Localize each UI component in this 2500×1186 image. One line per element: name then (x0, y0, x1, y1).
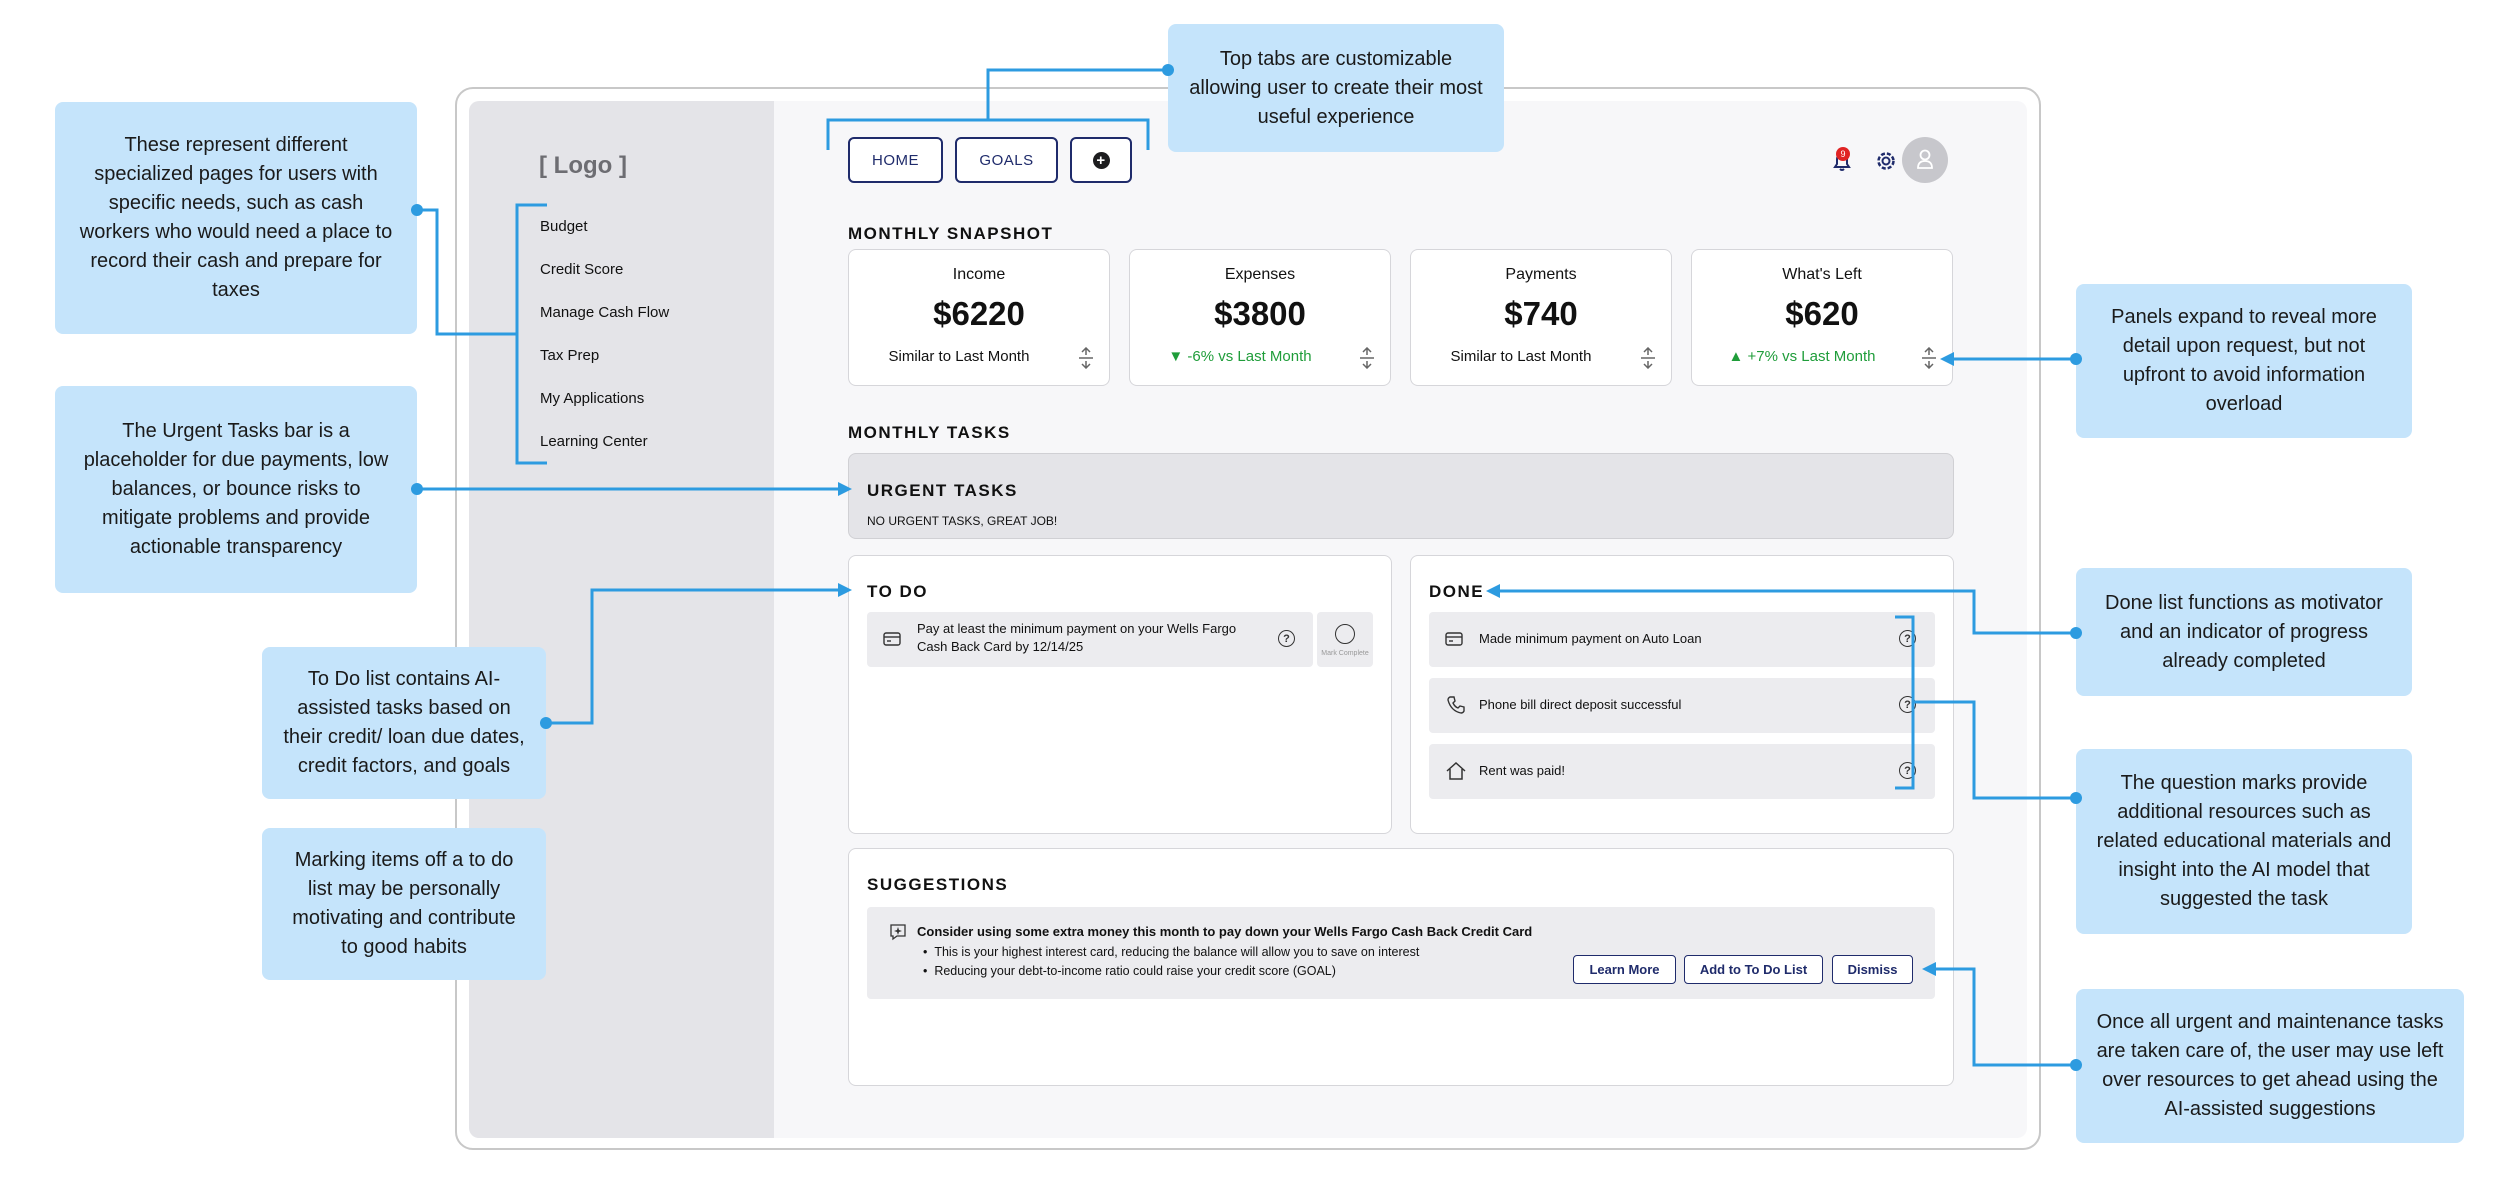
checkbox-circle-icon (1335, 624, 1355, 644)
callout-suggest: Once all urgent and maintenance tasks ar… (2076, 989, 2464, 1143)
callout-done: Done list functions as motivator and an … (2076, 568, 2412, 696)
card-label: Expenses (1224, 266, 1296, 283)
card-value: $3800 (1214, 295, 1306, 332)
sidebar-item-credit-score[interactable]: Credit Score (540, 261, 624, 278)
plus-icon: + (1092, 151, 1110, 169)
card-value: $740 (1504, 295, 1578, 332)
help-icon[interactable]: ? (1899, 696, 1916, 713)
done-item-text: Rent was paid! (1479, 763, 1565, 778)
urgent-title: URGENT TASKS (867, 481, 1018, 500)
callout-marking: Marking items off a to do list may be pe… (262, 828, 546, 980)
callout-urgent: The Urgent Tasks bar is a placeholder fo… (55, 386, 417, 593)
mark-complete-label: Mark Complete (1321, 650, 1369, 657)
done-item: Made minimum payment on Auto Loan ? (1429, 612, 1935, 667)
callout-qmarks: The question marks provide additional re… (2076, 749, 2412, 934)
learn-more-button[interactable]: Learn More (1573, 955, 1676, 984)
phone-icon (1447, 696, 1465, 714)
add-to-todo-button[interactable]: Add to To Do List (1684, 955, 1823, 984)
add-tab-button[interactable]: + (1070, 137, 1132, 183)
sidebar-item-manage-cash-flow[interactable]: Manage Cash Flow (540, 304, 670, 321)
card-note: Similar to Last Month (888, 348, 1030, 365)
done-item-text: Made minimum payment on Auto Loan (1479, 631, 1702, 646)
help-icon[interactable]: ? (1278, 630, 1295, 647)
card-value: $6220 (933, 295, 1025, 332)
todo-item[interactable]: Pay at least the minimum payment on your… (867, 612, 1313, 667)
card-label: What's Left (1782, 266, 1862, 283)
card-icon (1445, 632, 1463, 646)
todo-title: TO DO (867, 582, 929, 601)
suggestion-bullet-text: This is your highest interest card, redu… (934, 945, 1420, 959)
todo-panel: TO DO Pay at least the minimum payment o… (848, 555, 1392, 834)
sidebar-item-my-applications[interactable]: My Applications (540, 390, 645, 407)
sidebar-item-budget[interactable]: Budget (540, 218, 588, 235)
suggestion-headline: Consider using some extra money this mon… (917, 924, 1533, 939)
expand-icon[interactable] (1639, 347, 1657, 369)
done-item: Rent was paid! ? (1429, 744, 1935, 799)
done-panel: DONE Made minimum payment on Auto Loan ?… (1410, 555, 1954, 834)
callout-sidebar: These represent different specialized pa… (55, 102, 417, 334)
card-icon (883, 632, 901, 646)
card-label: Payments (1505, 266, 1577, 283)
callout-panels: Panels expand to reveal more detail upon… (2076, 284, 2412, 438)
whats-left-card[interactable]: What's Left $620 ▲ +7% vs Last Month (1691, 249, 1953, 386)
help-icon[interactable]: ? (1899, 762, 1916, 779)
expand-icon[interactable] (1358, 347, 1376, 369)
tab-goals[interactable]: GOALS (955, 137, 1058, 183)
income-card[interactable]: Income $6220 Similar to Last Month (848, 249, 1110, 386)
card-value: $620 (1785, 295, 1859, 332)
tab-home[interactable]: HOME (848, 137, 943, 183)
snapshot-title: MONTHLY SNAPSHOT (848, 224, 1054, 243)
suggestion-bullet-text: Reducing your debt-to-income ratio could… (934, 964, 1336, 978)
done-item: Phone bill direct deposit successful ? (1429, 678, 1935, 733)
card-note: ▼ -6% vs Last Month (1168, 348, 1312, 365)
dismiss-button[interactable]: Dismiss (1832, 955, 1913, 984)
expand-icon[interactable] (1920, 347, 1938, 369)
card-note: Similar to Last Month (1450, 348, 1592, 365)
suggestion-bullet: • Reducing your debt-to-income ratio cou… (923, 964, 1336, 978)
user-icon (1917, 149, 1933, 169)
avatar[interactable] (1902, 137, 1948, 183)
card-note: ▲ +7% vs Last Month (1728, 348, 1876, 365)
card-label: Income (952, 266, 1006, 283)
tasks-title: MONTHLY TASKS (848, 423, 1011, 442)
notification-badge: 9 (1836, 147, 1850, 161)
house-icon (1446, 761, 1466, 780)
expand-icon[interactable] (1077, 347, 1095, 369)
logo: [ Logo ] (539, 152, 627, 179)
callout-todo: To Do list contains AI-assisted tasks ba… (262, 647, 546, 799)
suggestions-panel: SUGGESTIONS Consider using some extra mo… (848, 848, 1954, 1086)
ai-sparkle-icon (890, 924, 906, 941)
gear-icon[interactable] (1875, 150, 1897, 172)
expenses-card[interactable]: Expenses $3800 ▼ -6% vs Last Month (1129, 249, 1391, 386)
suggestions-title: SUGGESTIONS (867, 875, 1009, 894)
payments-card[interactable]: Payments $740 Similar to Last Month (1410, 249, 1672, 386)
suggestion-bullet: • This is your highest interest card, re… (923, 945, 1420, 959)
urgent-tasks-bar: URGENT TASKS NO URGENT TASKS, GREAT JOB! (848, 453, 1954, 539)
help-icon[interactable]: ? (1899, 630, 1916, 647)
sidebar-item-learning-center[interactable]: Learning Center (540, 433, 648, 450)
sidebar-item-tax-prep[interactable]: Tax Prep (540, 347, 600, 364)
done-item-text: Phone bill direct deposit successful (1479, 697, 1682, 712)
urgent-message: NO URGENT TASKS, GREAT JOB! (867, 514, 1058, 528)
sidebar (469, 101, 774, 1138)
todo-item-text: Pay at least the minimum payment on your… (917, 621, 1237, 654)
mark-complete-button[interactable]: Mark Complete (1317, 612, 1373, 667)
done-title: DONE (1429, 582, 1485, 601)
suggestion-item: Consider using some extra money this mon… (867, 907, 1935, 999)
callout-tabs: Top tabs are customizable allowing user … (1168, 24, 1504, 152)
